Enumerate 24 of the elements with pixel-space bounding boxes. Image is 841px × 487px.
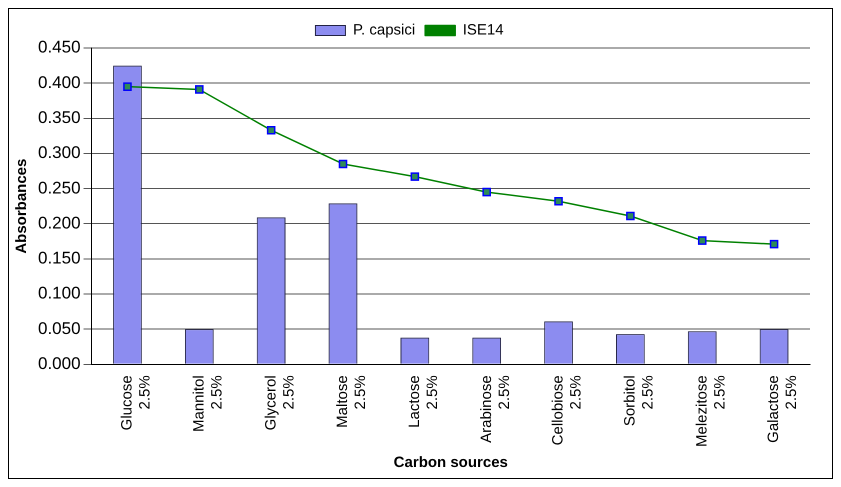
x-tick-label: Glucose 2.5% — [118, 375, 154, 430]
y-tick-label: 0.150 — [38, 248, 81, 268]
y-tick-label: 0.000 — [38, 354, 81, 373]
x-tick-label: Melezitose 2.5% — [693, 375, 728, 448]
legend-label: ISE14 — [462, 22, 504, 39]
x-tick-label: Galactose 2.5% — [765, 375, 800, 443]
x-axis-title: Carbon sources — [394, 454, 508, 472]
x-tick-label: Maltose 2.5% — [334, 375, 370, 428]
x-tick-label: Lactose 2.5% — [406, 375, 441, 428]
x-tick-label: Sorbitol 2.5% — [622, 375, 657, 426]
y-tick-label: 0.100 — [38, 284, 81, 303]
y-tick-label: 0.350 — [38, 108, 81, 127]
x-tick-label: Glycerol 2.5% — [262, 375, 298, 430]
y-tick-label: 0.250 — [38, 178, 81, 198]
legend-label: P. capsici — [352, 22, 416, 39]
x-tick-label: Mannitol 2.5% — [190, 375, 226, 432]
y-tick-label: 0.200 — [38, 213, 81, 232]
y-tick-label: 0.050 — [38, 318, 81, 338]
y-tick-label: 0.400 — [38, 72, 81, 92]
y-tick-label: 0.450 — [38, 38, 81, 57]
x-tick-label: Arabinose 2.5% — [478, 375, 513, 443]
y-tick-label: 0.300 — [38, 143, 81, 162]
x-tick-label: Cellobiose 2.5% — [550, 375, 585, 446]
y-axis-title: Absorbances — [13, 158, 30, 254]
